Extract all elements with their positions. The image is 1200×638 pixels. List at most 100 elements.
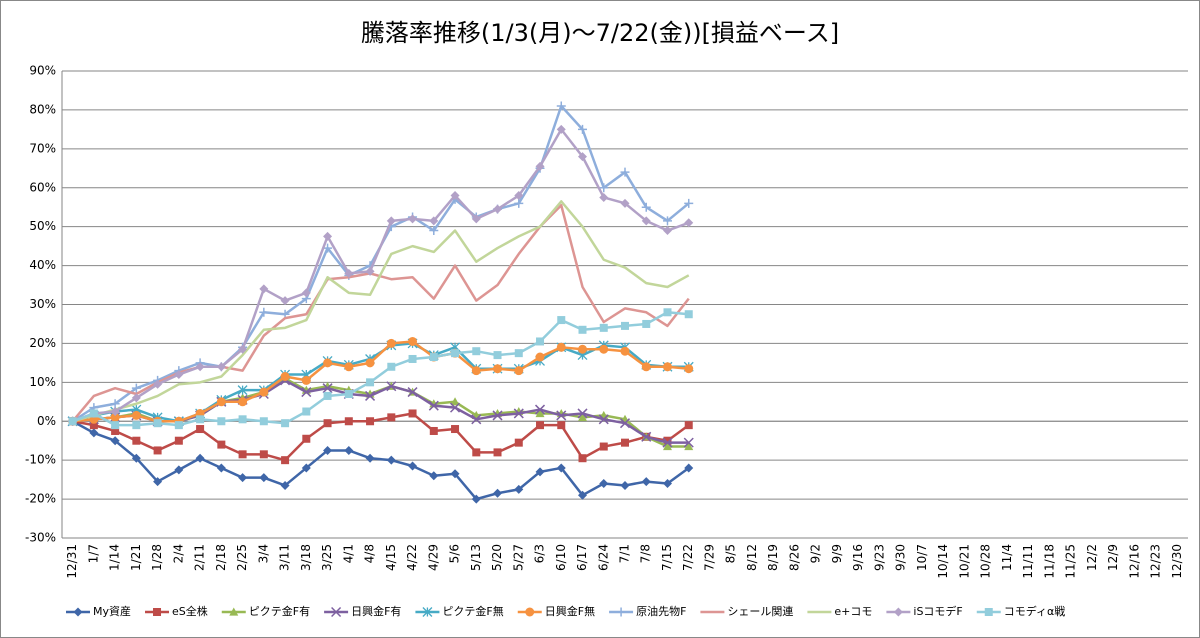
marker (408, 461, 418, 471)
marker (217, 440, 226, 449)
marker (131, 393, 141, 403)
marker (525, 607, 535, 617)
x-tick-label: 1/21 (129, 544, 143, 571)
marker (365, 266, 375, 276)
marker (535, 161, 545, 171)
marker (578, 490, 588, 500)
x-tick-label: 4/29 (426, 544, 440, 571)
x-tick-label: 12/9 (1106, 544, 1120, 571)
marker (471, 366, 481, 376)
marker (408, 336, 418, 346)
marker (259, 284, 269, 294)
marker (556, 342, 566, 352)
legend-item: My資産 (66, 605, 131, 618)
x-tick-label: 8/12 (745, 544, 759, 571)
marker (514, 198, 524, 208)
marker (216, 397, 226, 407)
x-tick-label: 6/24 (596, 544, 610, 571)
x-tick-label: 7/15 (660, 544, 674, 571)
legend-label: ピクテ金F有 (249, 604, 310, 618)
x-tick-label: 8/19 (766, 544, 780, 571)
x-tick-label: 10/21 (957, 544, 971, 579)
marker (893, 607, 903, 617)
marker (422, 607, 433, 617)
marker (534, 404, 546, 415)
legend-item: ピクテ金F無 (415, 604, 504, 618)
x-tick-label: 4/8 (363, 544, 377, 563)
marker (196, 425, 205, 434)
y-tick-label: 0% (37, 414, 56, 428)
marker (577, 408, 588, 419)
marker (323, 445, 333, 455)
marker (281, 419, 290, 428)
marker (195, 362, 205, 372)
y-tick-label: 50% (29, 219, 56, 233)
y-tick-label: 90% (29, 64, 56, 78)
marker (493, 488, 503, 498)
marker (621, 438, 629, 447)
x-tick-label: 12/30 (1170, 544, 1184, 579)
marker (238, 415, 247, 424)
x-tick-label: 11/18 (1042, 544, 1056, 579)
marker (323, 231, 333, 241)
marker (132, 436, 141, 445)
x-tick-label: 2/25 (235, 544, 249, 571)
marker (662, 437, 673, 448)
legend-item: e+コモ (807, 605, 872, 618)
y-tick-label: 30% (29, 297, 56, 311)
marker (408, 409, 417, 418)
marker (556, 101, 566, 111)
legend-item: コモディα戦 (976, 604, 1065, 618)
marker (386, 216, 396, 226)
x-tick-label: 9/23 (872, 544, 886, 571)
x-tick-label: 12/2 (1085, 544, 1099, 571)
x-tick-label: 11/25 (1064, 544, 1078, 579)
marker (365, 453, 375, 463)
marker (323, 391, 332, 400)
x-tick-label: 10/28 (979, 544, 993, 579)
x-tick-label: 2/18 (214, 544, 228, 571)
x-tick-label: 7/1 (618, 544, 632, 563)
marker (131, 453, 141, 463)
marker (153, 608, 162, 616)
marker (493, 204, 503, 214)
marker (280, 371, 290, 381)
legend-label: iSコモデF (913, 604, 962, 618)
marker (535, 408, 545, 418)
marker (684, 218, 694, 228)
marker (578, 454, 587, 463)
marker (302, 434, 311, 443)
marker (174, 370, 184, 380)
marker (301, 375, 311, 385)
legend-item: 日興金F有 (324, 604, 401, 618)
marker (196, 415, 205, 424)
marker (301, 463, 311, 473)
y-tick-label: -30% (25, 531, 56, 545)
marker (301, 288, 311, 298)
marker (344, 362, 354, 372)
x-tick-label: 9/30 (894, 544, 908, 571)
marker (302, 407, 311, 416)
marker (429, 216, 439, 226)
marker (684, 463, 694, 473)
x-tick-label: 8/26 (787, 544, 801, 571)
marker (153, 419, 162, 428)
marker (323, 358, 333, 368)
marker (662, 442, 672, 451)
x-tick-label: 9/16 (851, 544, 865, 571)
x-tick-label: 1/28 (150, 544, 164, 571)
marker (429, 226, 439, 236)
y-tick-label: 80% (29, 102, 56, 116)
legend-label: My資産 (93, 605, 131, 618)
marker (110, 412, 120, 422)
marker (620, 167, 630, 177)
marker (684, 198, 694, 208)
marker (237, 385, 248, 396)
x-tick-label: 9/9 (830, 544, 844, 563)
marker (450, 469, 460, 479)
marker (598, 414, 609, 425)
marker (450, 397, 460, 406)
marker (599, 344, 609, 354)
marker (428, 400, 439, 411)
